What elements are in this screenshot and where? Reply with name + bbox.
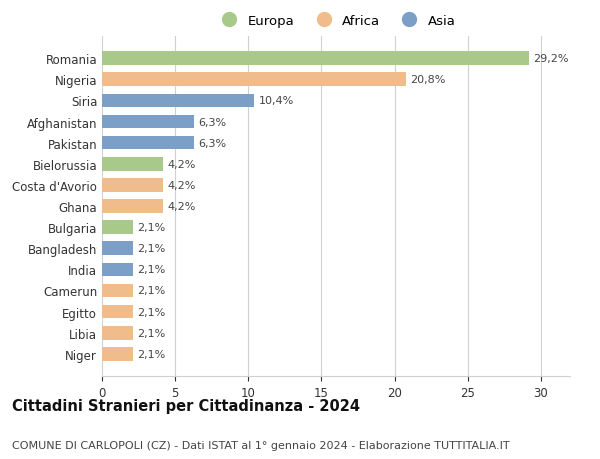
Bar — [102, 179, 163, 192]
Bar — [102, 221, 133, 235]
Bar — [102, 200, 163, 213]
Text: Cittadini Stranieri per Cittadinanza - 2024: Cittadini Stranieri per Cittadinanza - 2… — [12, 398, 360, 413]
Text: 2,1%: 2,1% — [137, 307, 166, 317]
Text: 2,1%: 2,1% — [137, 244, 166, 254]
Text: 10,4%: 10,4% — [259, 96, 294, 106]
Text: 2,1%: 2,1% — [137, 223, 166, 233]
Bar — [102, 242, 133, 256]
Bar — [102, 52, 529, 66]
Text: 4,2%: 4,2% — [168, 180, 196, 190]
Text: COMUNE DI CARLOPOLI (CZ) - Dati ISTAT al 1° gennaio 2024 - Elaborazione TUTTITAL: COMUNE DI CARLOPOLI (CZ) - Dati ISTAT al… — [12, 440, 509, 450]
Bar — [102, 115, 194, 129]
Text: 29,2%: 29,2% — [533, 54, 569, 64]
Text: 2,1%: 2,1% — [137, 349, 166, 359]
Text: 2,1%: 2,1% — [137, 286, 166, 296]
Bar — [102, 305, 133, 319]
Legend: Europa, Africa, Asia: Europa, Africa, Asia — [211, 9, 461, 33]
Bar — [102, 263, 133, 277]
Text: 2,1%: 2,1% — [137, 328, 166, 338]
Bar — [102, 284, 133, 298]
Text: 6,3%: 6,3% — [199, 138, 227, 148]
Text: 4,2%: 4,2% — [168, 202, 196, 212]
Text: 6,3%: 6,3% — [199, 117, 227, 127]
Bar — [102, 136, 194, 150]
Text: 2,1%: 2,1% — [137, 265, 166, 275]
Bar — [102, 347, 133, 361]
Text: 20,8%: 20,8% — [410, 75, 446, 85]
Bar — [102, 157, 163, 171]
Text: 4,2%: 4,2% — [168, 159, 196, 169]
Bar — [102, 73, 406, 87]
Bar — [102, 326, 133, 340]
Bar — [102, 94, 254, 108]
